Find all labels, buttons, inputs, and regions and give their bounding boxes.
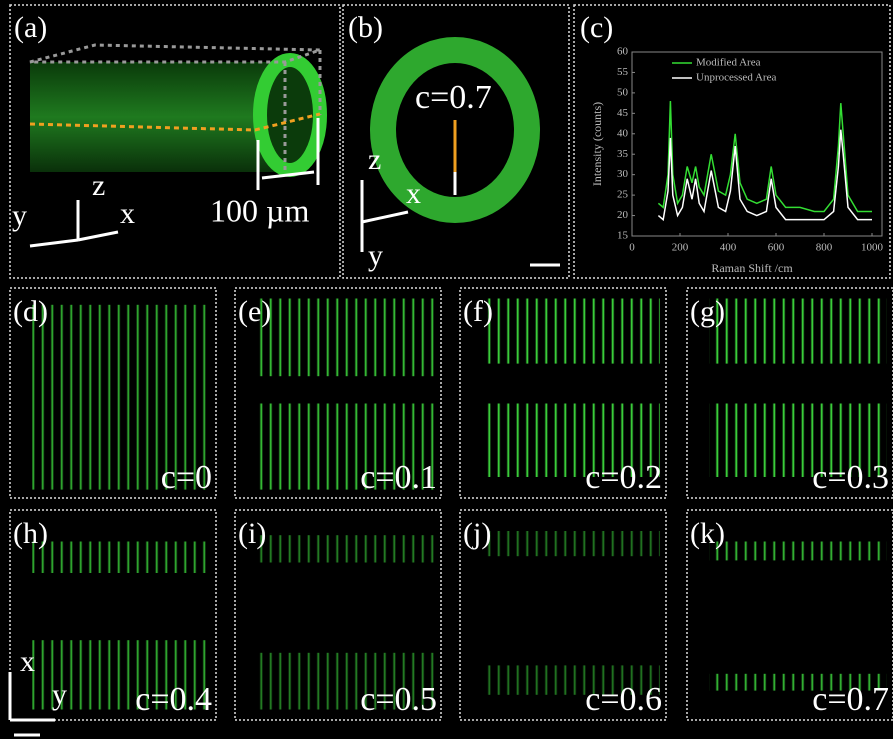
- page: {"panel_a": {"label": "(a)", "scale_bar"…: [0, 0, 893, 739]
- stripe-band: [32, 542, 210, 574]
- y-tick-label: 15: [617, 230, 629, 242]
- axis-arrows: [30, 200, 118, 246]
- x-tick-label: 0: [629, 242, 635, 254]
- y-tick-label: 35: [617, 148, 629, 160]
- panel-caption: c=0: [161, 459, 212, 496]
- x-tick-label: 800: [816, 242, 833, 254]
- panel-label: (f): [463, 295, 493, 328]
- stripe-panel: (j) c=0.6: [460, 510, 666, 720]
- stripe-panel: (h) c=0.4: [10, 510, 216, 720]
- panel-a: (a) 100 µm z y x: [10, 5, 340, 278]
- panel-caption: c=0.4: [135, 681, 212, 718]
- stripe-band: [709, 299, 887, 364]
- y-tick-label: 60: [617, 46, 629, 58]
- x-tick-label: 1000: [861, 242, 884, 254]
- stripe-panels: (d) c=0 (e) c=0.1 (f) c=0.2 (g) c=0.3 (h) c=0.4 (i…: [10, 288, 893, 720]
- y-tick-label: 25: [617, 189, 629, 201]
- figure: (a) 100 µm z y x (b) c=0.7 z x y (c) Ram…: [0, 0, 893, 739]
- panel-b: (b) c=0.7 z x y: [343, 5, 569, 278]
- tube: [30, 62, 285, 172]
- stripe-panel: (e) c=0.1: [235, 288, 441, 498]
- stripe-panel: (f) c=0.2: [460, 288, 666, 498]
- panel-label: (g): [690, 295, 725, 328]
- panel-label: (b): [348, 11, 383, 44]
- panel-label: (j): [463, 517, 491, 550]
- x-tick-label: 400: [720, 242, 737, 254]
- stripe-band: [482, 299, 660, 364]
- panel-label: (i): [238, 517, 266, 550]
- panel-label: (h): [13, 517, 48, 550]
- axis-label: z: [92, 169, 105, 202]
- axis-label: x: [406, 177, 421, 210]
- y-tick-label: 20: [617, 209, 629, 221]
- axis-label: x: [20, 645, 35, 678]
- axis-label: x: [120, 197, 135, 230]
- axis-label: z: [368, 143, 381, 176]
- legend-label: Unprocessed Area: [696, 72, 776, 84]
- stripe-band: [482, 531, 660, 556]
- y-axis-title: Intensity (counts): [590, 102, 604, 186]
- y-tick-label: 50: [617, 86, 629, 98]
- stripe-band: [709, 542, 887, 561]
- panel-caption: c=0.3: [812, 459, 889, 496]
- y-tick-label: 55: [617, 66, 629, 78]
- panel-label: (d): [13, 295, 48, 328]
- y-tick-label: 30: [617, 168, 629, 180]
- stripe-band: [257, 535, 435, 562]
- axis-label: y: [368, 239, 383, 272]
- annotation: c=0.7: [415, 79, 492, 116]
- legend-label: Modified Area: [696, 57, 761, 69]
- panel-caption: c=0.2: [585, 459, 662, 496]
- panel-caption: c=0.7: [812, 681, 889, 718]
- stripe-panel: (k) c=0.7: [687, 510, 893, 720]
- panel-caption: c=0.6: [585, 681, 662, 718]
- stripe-panel: (i) c=0.5: [235, 510, 441, 720]
- stripe-panel: (g) c=0.3: [687, 288, 893, 498]
- axis-label: y: [12, 199, 27, 232]
- panel-caption: c=0.5: [360, 681, 437, 718]
- x-tick-label: 600: [768, 242, 785, 254]
- panel-label: (k): [690, 517, 725, 550]
- y-tick-label: 40: [617, 127, 629, 139]
- stripe-band: [257, 299, 435, 377]
- y-tick-label: 45: [617, 107, 629, 119]
- series-line: [658, 130, 872, 220]
- x-tick-label: 200: [672, 242, 689, 254]
- scale-label: 100 µm: [210, 192, 309, 228]
- axis-label: y: [52, 678, 67, 711]
- panel-label: (e): [238, 295, 271, 328]
- panel-c: (c) Raman Shift /cm Intensity (counts) 0…: [574, 5, 890, 278]
- stripe-panel: (d) c=0: [10, 288, 216, 498]
- panel-label: (c): [580, 11, 613, 44]
- panel-caption: c=0.1: [360, 459, 437, 496]
- panel-label: (a): [14, 11, 47, 44]
- x-axis-title: Raman Shift /cm: [711, 261, 793, 275]
